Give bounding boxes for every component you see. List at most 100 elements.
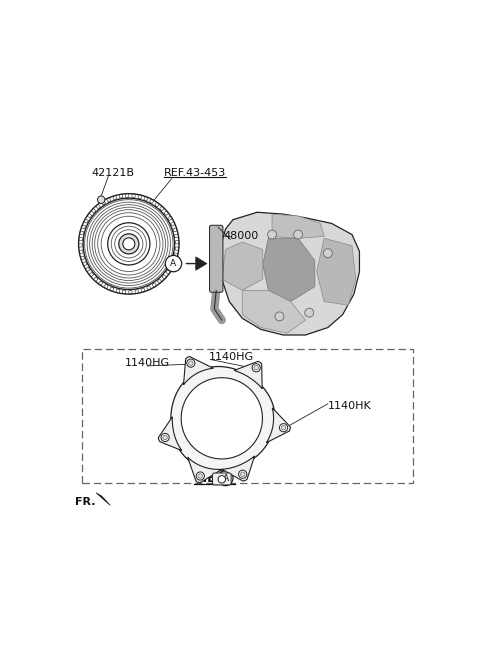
Circle shape [161, 434, 169, 441]
Polygon shape [173, 228, 177, 232]
Polygon shape [175, 234, 179, 237]
Text: 1140HG: 1140HG [125, 358, 170, 368]
Polygon shape [129, 291, 132, 294]
Polygon shape [96, 204, 100, 209]
Polygon shape [113, 195, 117, 199]
FancyBboxPatch shape [210, 225, 223, 292]
Text: A: A [222, 474, 228, 483]
Circle shape [240, 472, 245, 476]
Bar [83, 349, 413, 483]
Polygon shape [234, 361, 262, 388]
Polygon shape [98, 281, 103, 285]
Polygon shape [79, 244, 82, 247]
Polygon shape [166, 270, 170, 274]
Circle shape [97, 196, 105, 203]
Polygon shape [119, 194, 123, 198]
Circle shape [252, 363, 260, 372]
Polygon shape [84, 218, 88, 223]
Polygon shape [155, 202, 159, 207]
Circle shape [218, 471, 233, 485]
Polygon shape [157, 279, 162, 283]
Polygon shape [132, 194, 135, 197]
Polygon shape [169, 264, 174, 269]
Text: A: A [170, 259, 177, 268]
Circle shape [108, 223, 150, 265]
Polygon shape [122, 290, 126, 294]
Polygon shape [116, 289, 120, 293]
Polygon shape [196, 257, 207, 270]
Circle shape [83, 198, 175, 289]
Polygon shape [109, 287, 114, 291]
Polygon shape [101, 200, 106, 205]
Text: REF.43-453: REF.43-453 [164, 168, 227, 178]
Circle shape [187, 359, 195, 367]
Polygon shape [222, 456, 255, 481]
Circle shape [239, 470, 247, 478]
Polygon shape [81, 224, 85, 229]
Polygon shape [168, 216, 172, 220]
Polygon shape [164, 211, 168, 215]
Polygon shape [188, 457, 222, 483]
Polygon shape [107, 197, 111, 202]
Polygon shape [158, 417, 182, 451]
Circle shape [123, 238, 135, 250]
Circle shape [275, 312, 284, 321]
Polygon shape [160, 206, 164, 211]
Circle shape [279, 424, 288, 432]
Polygon shape [242, 291, 305, 333]
Polygon shape [263, 238, 315, 302]
Polygon shape [104, 284, 108, 289]
Circle shape [218, 476, 226, 483]
Circle shape [189, 361, 193, 365]
Polygon shape [317, 238, 356, 305]
Polygon shape [149, 199, 154, 203]
Polygon shape [141, 288, 145, 293]
Text: 42121B: 42121B [92, 168, 134, 178]
Polygon shape [172, 259, 176, 263]
Circle shape [281, 426, 286, 430]
Circle shape [267, 230, 276, 239]
Polygon shape [80, 256, 84, 260]
Polygon shape [183, 357, 213, 385]
Text: 48000: 48000 [224, 232, 259, 241]
Polygon shape [152, 283, 157, 287]
Circle shape [254, 365, 258, 370]
Circle shape [198, 474, 203, 478]
Polygon shape [222, 242, 263, 291]
Polygon shape [171, 222, 175, 226]
Circle shape [165, 255, 181, 272]
Polygon shape [175, 247, 179, 251]
Polygon shape [135, 290, 139, 294]
Polygon shape [272, 214, 324, 238]
Text: 1140HK: 1140HK [328, 401, 372, 411]
Polygon shape [220, 213, 360, 335]
Polygon shape [175, 241, 179, 244]
Text: VIEW: VIEW [194, 472, 230, 485]
Polygon shape [147, 286, 151, 290]
Polygon shape [89, 272, 94, 277]
Polygon shape [80, 231, 84, 235]
Circle shape [119, 234, 139, 254]
Circle shape [196, 472, 204, 480]
Polygon shape [181, 378, 263, 459]
Polygon shape [79, 250, 83, 254]
Polygon shape [126, 194, 129, 197]
FancyBboxPatch shape [213, 473, 231, 485]
Polygon shape [87, 213, 92, 218]
Polygon shape [144, 196, 148, 201]
Polygon shape [266, 408, 290, 443]
Polygon shape [138, 195, 142, 199]
Polygon shape [162, 275, 167, 279]
Text: FR.: FR. [75, 497, 96, 507]
Text: 1140HG: 1140HG [209, 352, 254, 361]
Polygon shape [171, 367, 275, 471]
Polygon shape [91, 209, 96, 213]
Circle shape [294, 230, 302, 239]
Polygon shape [79, 237, 83, 241]
Polygon shape [93, 277, 98, 281]
Circle shape [163, 435, 168, 440]
Polygon shape [174, 253, 178, 257]
Circle shape [305, 308, 314, 317]
Circle shape [324, 249, 332, 258]
Polygon shape [96, 493, 110, 505]
